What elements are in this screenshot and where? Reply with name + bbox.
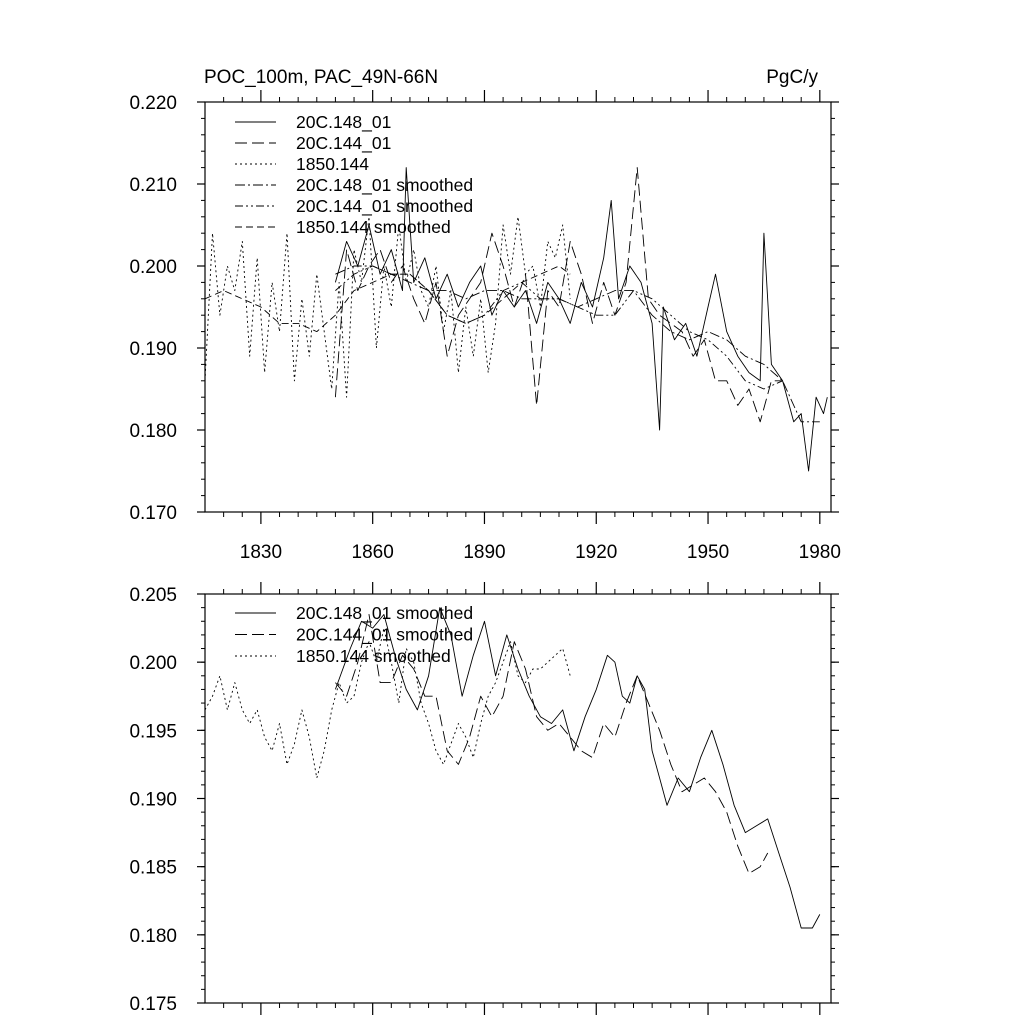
legend-label: 20C.144_01 smoothed — [296, 196, 473, 217]
y-tick-label: 0.210 — [129, 175, 177, 196]
series-line-1850-144-smoothed — [204, 627, 571, 779]
legend-label: 1850.144 smoothed — [296, 217, 451, 237]
legend-label: 20C.148_01 smoothed — [296, 603, 473, 624]
x-tick-label: 1890 — [463, 542, 505, 563]
x-tick-label: 1920 — [575, 542, 617, 563]
x-tick-label: 1950 — [687, 542, 729, 563]
y-tick-label: 0.175 — [129, 994, 177, 1015]
legend-label: 20C.148_01 — [296, 112, 391, 133]
y-tick-label: 0.205 — [129, 585, 177, 606]
legend-label: 1850.144 — [296, 154, 369, 174]
series-line-20c-144-01-smoothed — [335, 265, 783, 390]
y-tick-label: 0.200 — [129, 653, 177, 674]
series-line-20c-148-01-smoothed — [335, 265, 820, 423]
units-label: PgC/y — [766, 67, 818, 88]
series-line-1850-144-smoothed — [204, 265, 571, 333]
series-line-20c-144-01 — [334, 167, 783, 423]
series-line-20c-148-01 — [334, 167, 828, 472]
series-line-1850-144 — [204, 216, 571, 398]
legend-label: 20C.148_01 smoothed — [296, 175, 473, 196]
plot-frame — [204, 101, 832, 513]
y-tick-label: 0.220 — [129, 93, 177, 114]
y-tick-label: 0.185 — [129, 858, 177, 879]
y-tick-label: 0.180 — [129, 421, 177, 442]
y-tick-label: 0.200 — [129, 257, 177, 278]
x-tick-label: 1980 — [799, 542, 841, 563]
y-tick-label: 0.170 — [129, 503, 177, 524]
bottom-panel: 0.175 0.180 0.185 0.190 0.195 0.200 0.205 20C.1… — [129, 582, 839, 1015]
y-tick-label: 0.195 — [129, 721, 177, 742]
series-line-20c-144-01-smoothed — [335, 614, 769, 874]
y-tick-label: 0.190 — [129, 790, 177, 811]
y-tick-label: 0.190 — [129, 339, 177, 360]
legend-label: 20C.144_01 — [296, 133, 391, 154]
series-line-20c-148-01-smoothed — [334, 607, 821, 929]
x-tick-label: 1860 — [352, 542, 394, 563]
legend-label: 20C.144_01 smoothed — [296, 625, 473, 646]
top-panel: 0.170 0.180 0.190 0.200 0.210 0.220 1830 1860 18… — [129, 90, 841, 563]
y-tick-label: 0.180 — [129, 926, 177, 947]
legend-label: 1850.144 smoothed — [296, 646, 451, 666]
x-tick-label: 1830 — [240, 542, 282, 563]
chart-title: POC_100m, PAC_49N-66N — [204, 67, 438, 88]
